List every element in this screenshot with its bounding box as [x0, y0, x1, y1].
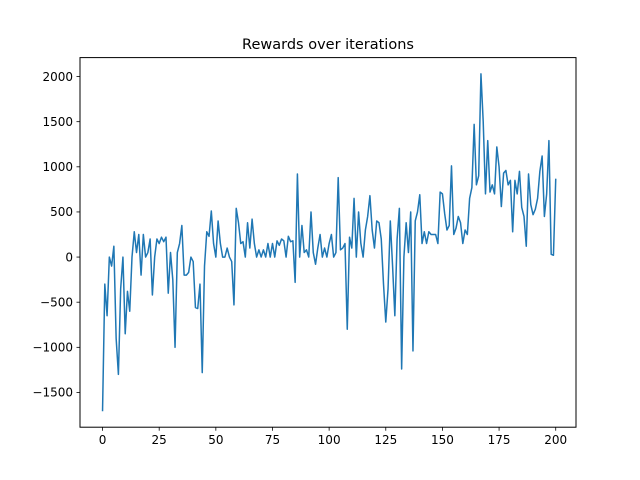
x-tick-label: 25 [152, 433, 167, 447]
y-tick-label: 500 [50, 205, 73, 219]
y-tick-label: −1000 [32, 341, 73, 355]
chart-title: Rewards over iterations [242, 37, 414, 53]
y-tick-label: 0 [65, 250, 73, 264]
x-axis-ticks: 0 25 50 75 100 125 150 175 200 [99, 427, 567, 447]
x-tick-label: 75 [265, 433, 280, 447]
x-tick-label: 150 [431, 433, 454, 447]
x-tick-label: 125 [374, 433, 397, 447]
series-layer [101, 73, 557, 412]
y-tick-label: −500 [40, 295, 73, 309]
plot-frame [79, 57, 577, 428]
y-tick-label: 2000 [42, 70, 73, 84]
x-tick-label: 200 [544, 433, 567, 447]
plot-background [80, 57, 576, 428]
x-tick-label: 0 [99, 433, 107, 447]
x-tick-label: 100 [318, 433, 341, 447]
x-tick-label: 50 [208, 433, 223, 447]
series-line [101, 73, 557, 412]
y-tick-label: −1500 [32, 386, 73, 400]
y-tick-label: 1000 [42, 160, 73, 174]
x-tick-label: 175 [488, 433, 511, 447]
plot-area [80, 57, 576, 428]
y-tick-label: 1500 [42, 115, 73, 129]
y-axis-ticks: −1500 −1000 −500 0 500 1000 1500 2000 [32, 70, 80, 400]
